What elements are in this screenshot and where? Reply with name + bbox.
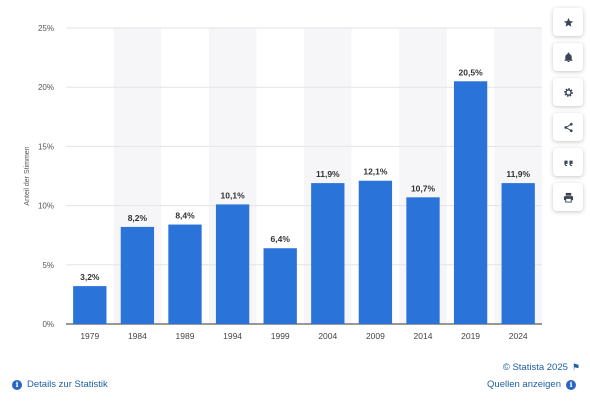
y-axis-title: Anteil der Stimmen xyxy=(24,146,31,205)
print-icon xyxy=(563,192,573,203)
bar xyxy=(358,180,393,324)
notification-button[interactable] xyxy=(553,43,583,71)
x-tick-label: 2009 xyxy=(366,331,385,341)
bar xyxy=(453,81,488,324)
bar xyxy=(406,197,440,324)
toolbar-sidebar xyxy=(553,8,583,218)
data-label: 11,9% xyxy=(316,169,340,179)
y-tick-label: 15% xyxy=(38,142,54,151)
data-label: 8,4% xyxy=(175,211,195,221)
details-link-label: Details zur Statistik xyxy=(27,379,108,390)
cite-button[interactable] xyxy=(553,148,583,176)
x-tick-label: 2019 xyxy=(461,331,480,341)
bar xyxy=(263,248,297,324)
bar xyxy=(215,204,250,324)
y-tick-label: 5% xyxy=(42,261,54,270)
sources-link-label: Quellen anzeigen xyxy=(487,379,561,390)
bar xyxy=(311,183,345,324)
bell-icon xyxy=(563,51,573,62)
x-tick-label: 2014 xyxy=(414,331,433,341)
sources-link[interactable]: Quellen anzeigen i xyxy=(487,379,576,390)
info-icon: i xyxy=(566,379,576,390)
data-label: 3,2% xyxy=(80,272,100,282)
data-label: 8,2% xyxy=(128,213,148,223)
details-link[interactable]: i Details zur Statistik xyxy=(12,379,108,390)
favorite-button[interactable] xyxy=(553,8,583,36)
y-tick-label: 0% xyxy=(42,320,54,329)
bar xyxy=(120,226,155,324)
x-tick-label: 2024 xyxy=(509,331,528,341)
data-label: 6,4% xyxy=(271,234,291,244)
data-label: 10,7% xyxy=(411,183,436,193)
copyright-link[interactable]: © Statista 2025 ⚑ xyxy=(503,362,580,373)
bar xyxy=(501,183,535,324)
data-label: 11,9% xyxy=(506,169,530,179)
share-icon xyxy=(563,122,573,132)
star-icon xyxy=(563,17,573,27)
y-tick-label: 20% xyxy=(38,83,54,92)
x-tick-label: 1989 xyxy=(176,331,195,341)
quote-icon xyxy=(563,160,573,166)
info-icon: i xyxy=(12,379,22,390)
data-label: 20,5% xyxy=(459,67,484,77)
y-tick-label: 10% xyxy=(38,202,54,211)
settings-button[interactable] xyxy=(553,78,583,106)
x-tick-label: 1979 xyxy=(80,331,99,341)
y-tick-label: 25% xyxy=(38,24,54,33)
copyright-text: © Statista 2025 xyxy=(502,362,568,373)
chart: 0% 5% 10% 15% 20% 25% 3,2% 1979 8,2% 1984 8,4% 1989… xyxy=(24,24,542,341)
flag-icon: ⚑ xyxy=(571,362,580,372)
bar xyxy=(168,224,202,324)
data-label: 12,1% xyxy=(363,167,388,177)
gear-icon xyxy=(563,87,573,97)
x-tick-label: 1994 xyxy=(223,331,242,341)
x-tick-label: 1999 xyxy=(271,331,290,341)
bar xyxy=(73,286,107,324)
bar-chart-svg: 0% 5% 10% 15% 20% 25% 3,2% 1979 8,2% 1984 8,4% 1989… xyxy=(24,24,542,341)
share-button[interactable] xyxy=(553,113,583,141)
print-button[interactable] xyxy=(553,183,583,211)
data-label: 10,1% xyxy=(221,190,246,200)
x-tick-label: 1984 xyxy=(128,331,147,341)
x-tick-label: 2004 xyxy=(318,331,337,341)
